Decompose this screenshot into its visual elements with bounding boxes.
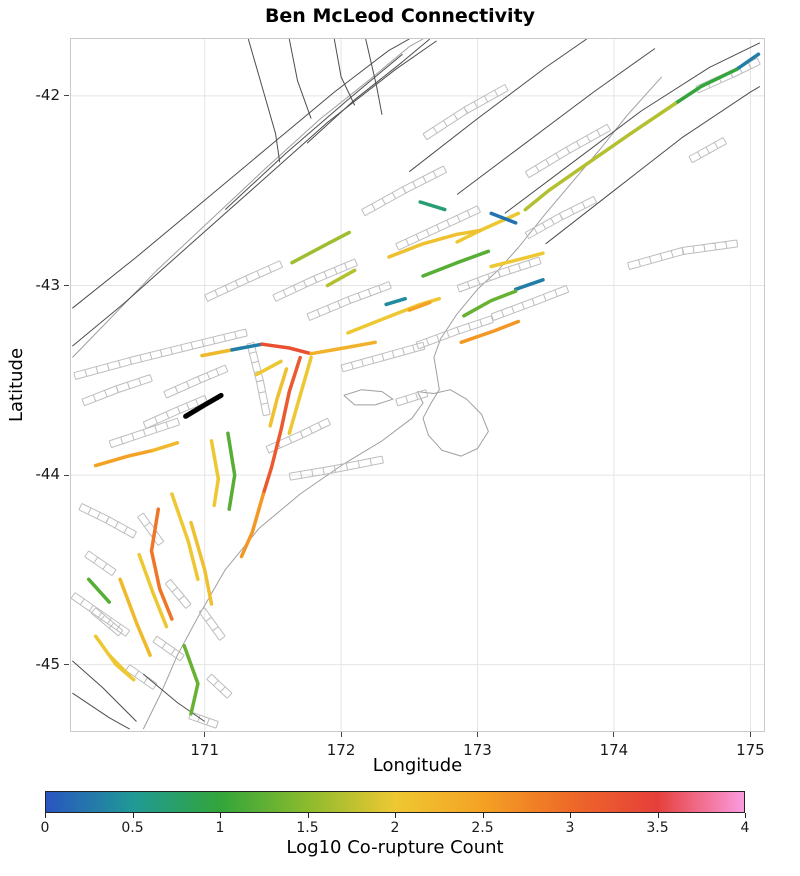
y-axis-label: Latitude	[6, 347, 27, 423]
gridlines	[71, 39, 764, 731]
y-tick-label: -42	[35, 85, 61, 104]
colorbar-tickmark	[307, 813, 309, 818]
colorbar-tickmark	[395, 813, 396, 818]
x-tick-label: 174	[599, 741, 629, 759]
colorbar-tickmark	[482, 813, 484, 818]
colorbar-tick-label: 1	[215, 820, 225, 836]
y-tick-label: -45	[35, 654, 61, 673]
x-tickmark	[477, 732, 478, 737]
x-tickmark	[340, 732, 342, 737]
y-tickmark	[64, 95, 69, 97]
colorbar: 0 0.5 1 1.5 2 2.5 3 3.5 4 Log10 Co-rupture Count	[41, 791, 749, 863]
x-tickmark	[749, 732, 751, 737]
colorbar-tick-label: 0.5	[121, 820, 144, 836]
y-tickmark	[64, 664, 69, 666]
colorbar-tick-label: 1.5	[296, 820, 319, 836]
y-tick-label: -43	[35, 275, 61, 294]
plot-area	[70, 38, 765, 732]
x-tickmark	[613, 732, 615, 737]
x-axis-label: Longitude	[372, 755, 463, 776]
colorbar-tick-label: 0	[40, 820, 50, 836]
fault-traces	[72, 39, 761, 730]
y-tickmark	[64, 285, 69, 286]
colorbar-tickmark	[45, 813, 46, 818]
target-fault	[183, 392, 224, 419]
colorbar-tickmark	[657, 813, 659, 818]
x-tick-label: 173	[463, 741, 492, 759]
x-tick-label: 175	[736, 741, 765, 759]
coastline	[72, 39, 663, 730]
colorbar-tickmark	[220, 813, 221, 818]
fault-subsections	[71, 57, 761, 729]
colorbar-label: Log10 Co-rupture Count	[286, 837, 504, 858]
colorbar-tick-label: 4	[740, 820, 750, 836]
map-canvas	[71, 39, 764, 731]
colorbar-gradient	[45, 791, 745, 813]
x-tickmark	[204, 732, 206, 737]
co-rupture-lines	[86, 52, 761, 716]
colorbar-tickmark	[570, 813, 571, 818]
colorbar-tick-label: 3.5	[646, 820, 669, 836]
colorbar-tick-label: 2	[390, 820, 400, 836]
colorbar-tickmark	[745, 813, 746, 818]
x-tick-label: 172	[326, 741, 356, 759]
chart-title: Ben McLeod Connectivity	[264, 5, 536, 27]
colorbar-tick-label: 2.5	[471, 820, 494, 836]
y-tickmark	[64, 474, 69, 476]
y-tick-label: -44	[35, 465, 61, 484]
colorbar-tick-label: 3	[565, 820, 575, 836]
colorbar-tickmark	[132, 813, 134, 818]
x-tick-label: 171	[190, 741, 219, 759]
